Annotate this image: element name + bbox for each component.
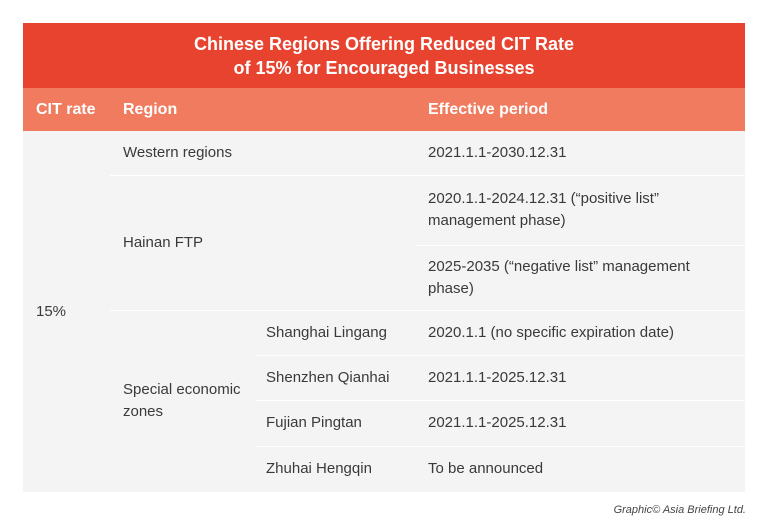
column-header: Effective period xyxy=(428,100,549,118)
period: 2021.1.1-2025.12.31 xyxy=(428,414,567,431)
row-separator xyxy=(255,355,745,356)
zone: Shanghai Lingang xyxy=(266,323,387,341)
title-line: of 15% for Encouraged Businesses xyxy=(233,58,535,78)
header-row xyxy=(23,88,745,131)
credit: Graphic© Asia Briefing Ltd. xyxy=(613,504,746,516)
row-separator xyxy=(255,400,745,401)
zone: Fujian Pingtan xyxy=(266,414,362,431)
title-line: Chinese Regions Offering Reduced CIT Rat… xyxy=(193,34,575,54)
period: 2020.1.1-2024.12.31 (“positive list” man… xyxy=(428,190,659,229)
region: Special economic zones xyxy=(123,381,241,420)
region: Hainan FTP xyxy=(123,233,204,251)
period: 2021.1.1-2030.12.31 xyxy=(428,144,567,161)
region: Western regions xyxy=(123,144,232,161)
row-separator xyxy=(110,175,745,176)
row-separator xyxy=(110,310,745,311)
row-separator xyxy=(415,245,745,246)
column-header: CIT rate xyxy=(36,100,96,118)
row-separator xyxy=(255,446,745,447)
title-bar: Chinese Regions Offering Reduced CIT Rat… xyxy=(23,23,745,88)
zone: Shenzhen Qianhai xyxy=(266,368,390,386)
zone: Zhuhai Hengqin xyxy=(266,460,372,477)
period: To be announced xyxy=(428,460,544,477)
period: 2025-2035 (“negative list” management ph… xyxy=(428,257,690,297)
cit-rate: 15% xyxy=(36,302,67,320)
table-body xyxy=(23,131,745,492)
period: 2020.1.1 (no specific expiration date) xyxy=(428,323,674,341)
period: 2021.1.1-2025.12.31 xyxy=(428,368,567,386)
column-header: Region xyxy=(123,100,178,118)
